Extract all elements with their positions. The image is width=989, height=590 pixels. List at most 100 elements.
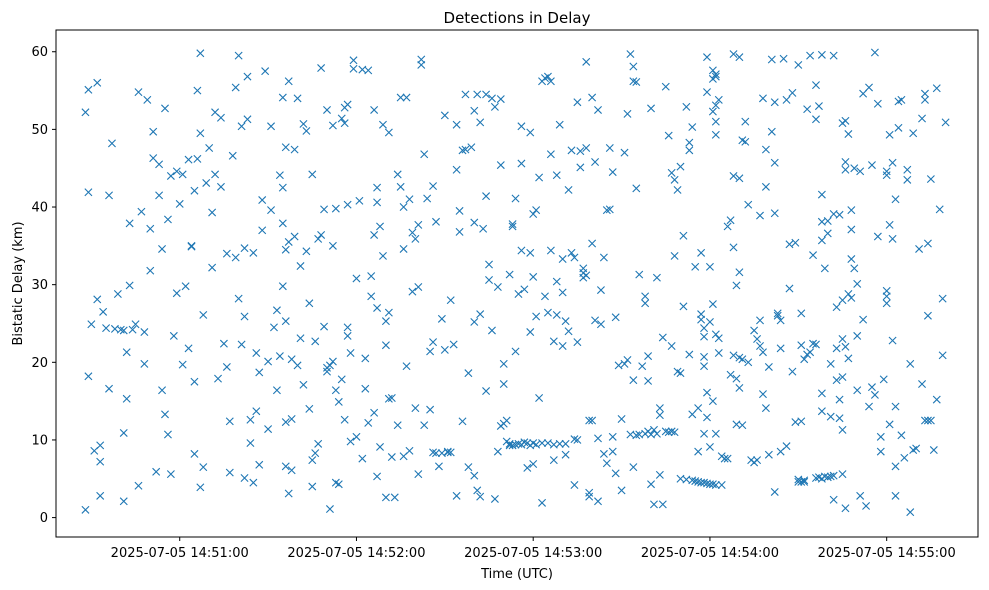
data-point: [756, 211, 765, 220]
data-point: [741, 137, 750, 146]
data-point: [293, 361, 302, 370]
data-point: [891, 462, 900, 471]
data-point: [667, 427, 676, 436]
data-point: [588, 416, 597, 425]
data-point: [252, 349, 261, 357]
data-point: [879, 375, 888, 384]
data-point: [549, 456, 558, 465]
data-point: [838, 470, 847, 479]
data-point: [806, 51, 815, 60]
data-point: [585, 492, 594, 501]
data-point: [876, 447, 885, 456]
data-point: [703, 88, 711, 97]
data-point: [758, 390, 767, 399]
y-tick-label: 20: [31, 356, 48, 371]
data-point: [785, 240, 794, 249]
data-point: [175, 199, 184, 208]
data-point: [529, 210, 538, 218]
data-point: [538, 439, 547, 448]
data-point: [529, 272, 538, 281]
data-point: [894, 123, 903, 132]
data-point: [723, 222, 732, 231]
data-point: [841, 116, 850, 125]
data-point: [829, 51, 838, 60]
data-point: [558, 342, 567, 350]
y-axis-label: Bistatic Delay (km): [11, 221, 26, 345]
data-point: [163, 215, 172, 224]
data-point: [470, 218, 479, 227]
data-point: [402, 93, 411, 102]
data-point: [490, 494, 499, 503]
data-point: [773, 311, 782, 320]
data-point: [918, 380, 927, 389]
data-point: [691, 262, 700, 271]
data-point: [284, 489, 293, 498]
data-point: [216, 113, 225, 122]
data-point: [311, 337, 320, 346]
data-point: [84, 85, 93, 94]
data-point: [608, 432, 617, 441]
data-point: [119, 497, 128, 506]
data-point: [758, 348, 767, 357]
data-point: [102, 324, 111, 333]
data-point: [605, 205, 614, 214]
data-point: [705, 262, 714, 271]
data-point: [302, 247, 311, 256]
data-point: [817, 50, 826, 59]
data-point: [376, 222, 385, 231]
data-point: [202, 178, 211, 187]
data-point: [700, 429, 709, 438]
data-point: [237, 122, 246, 131]
data-point: [532, 312, 541, 321]
data-point: [493, 447, 502, 456]
data-point: [938, 351, 947, 360]
data-point: [393, 170, 402, 179]
data-point: [172, 289, 181, 298]
data-point: [658, 500, 667, 509]
data-point: [785, 284, 794, 293]
data-point: [381, 317, 390, 326]
data-point: [499, 359, 508, 368]
data-point: [538, 498, 547, 507]
data-point: [381, 341, 390, 350]
data-point: [211, 170, 220, 179]
data-point: [272, 306, 281, 315]
data-point: [84, 188, 93, 197]
data-point: [582, 271, 591, 280]
data-point: [458, 146, 467, 155]
data-point: [629, 376, 638, 385]
data-point: [832, 376, 841, 385]
data-point: [367, 272, 376, 281]
data-point: [841, 158, 850, 166]
data-point: [641, 299, 650, 308]
data-point: [826, 359, 835, 368]
data-point: [717, 480, 726, 489]
data-point: [234, 51, 243, 60]
data-point: [641, 292, 650, 301]
data-point: [797, 341, 806, 350]
data-point: [237, 340, 246, 349]
data-point: [158, 386, 167, 395]
data-point: [99, 307, 108, 316]
data-point: [408, 228, 417, 237]
data-point: [208, 208, 217, 217]
data-point: [782, 95, 791, 104]
data-point: [635, 270, 644, 279]
data-point: [485, 260, 494, 269]
data-point: [255, 368, 264, 377]
data-point: [926, 416, 935, 425]
data-point: [240, 244, 249, 253]
data-point: [517, 246, 526, 255]
data-point: [835, 395, 844, 404]
data-point: [938, 294, 947, 303]
data-point: [797, 309, 806, 318]
data-point: [661, 82, 670, 91]
data-point: [820, 472, 829, 481]
data-point: [314, 234, 323, 243]
x-tick-label: 2025-07-05 14:53:00: [464, 546, 602, 561]
data-point: [361, 384, 370, 393]
data-point: [594, 434, 602, 443]
data-point: [941, 118, 950, 127]
data-point: [287, 466, 296, 475]
data-point: [535, 394, 544, 403]
